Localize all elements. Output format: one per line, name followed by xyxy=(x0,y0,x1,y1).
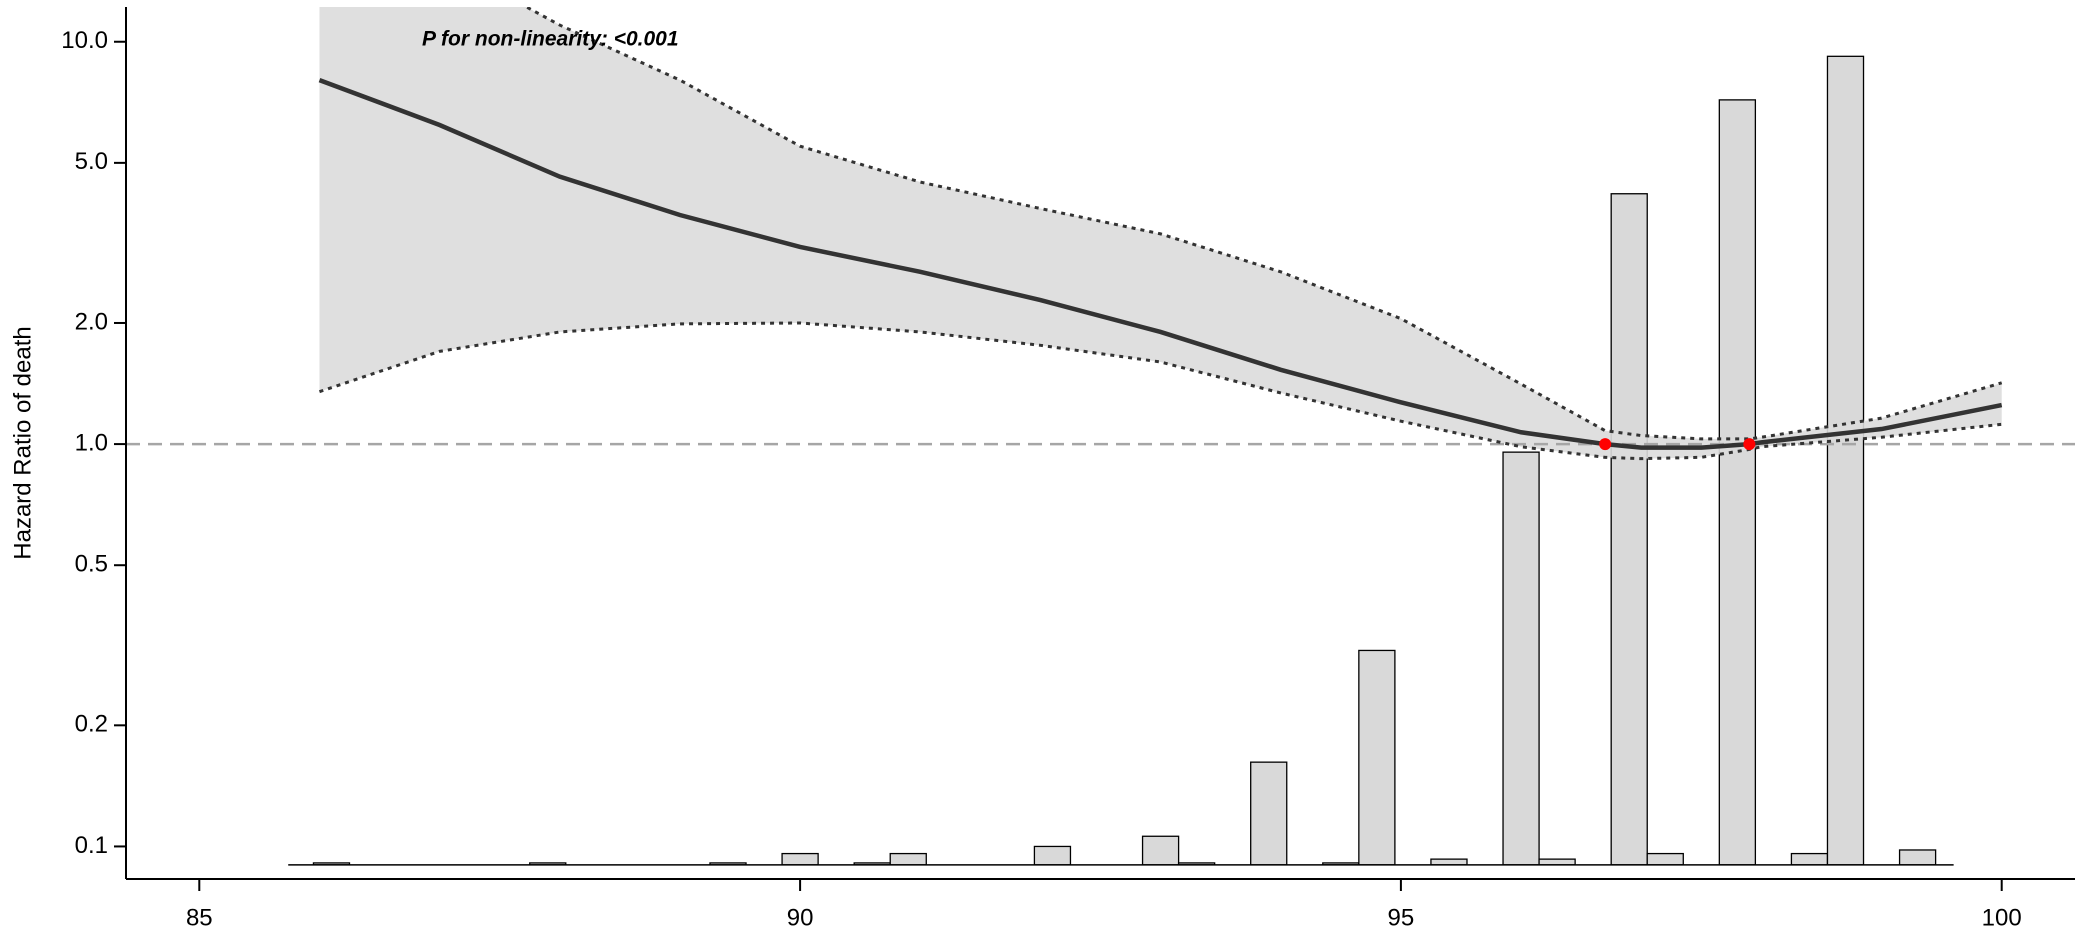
histogram-bar xyxy=(1790,852,1829,866)
histogram-bar xyxy=(1826,55,1865,866)
y-tick-label: 0.5 xyxy=(75,551,108,578)
histogram-bar xyxy=(1033,845,1072,866)
histogram-bar xyxy=(1646,852,1684,866)
reference-point xyxy=(1599,438,1612,451)
histogram-bar xyxy=(1358,649,1396,866)
histogram-bar xyxy=(1610,193,1648,866)
histogram-bar xyxy=(1430,858,1468,866)
y-tick-label: 0.2 xyxy=(75,711,108,738)
histogram-bar xyxy=(781,852,819,866)
x-tick-label: 100 xyxy=(1982,904,2022,931)
y-tick-label: 10.0 xyxy=(61,27,108,54)
y-tick-label: 0.1 xyxy=(75,832,108,859)
x-tick-label: 95 xyxy=(1388,904,1415,931)
y-tick-label: 2.0 xyxy=(75,308,108,335)
histogram-bar xyxy=(1718,99,1757,866)
histogram-bar xyxy=(889,852,927,866)
plot-area xyxy=(126,7,2075,866)
histogram-bar xyxy=(1898,849,1937,866)
y-tick-label: 5.0 xyxy=(75,148,108,175)
y-axis-label: Hazard Ratio of death xyxy=(9,326,36,559)
confidence-band xyxy=(319,7,2002,459)
histogram-bar xyxy=(1141,835,1180,866)
x-tick-label: 90 xyxy=(787,904,814,931)
histogram-bar xyxy=(1538,858,1576,866)
annotation: P for non-linearity: <0.001 xyxy=(422,28,679,51)
ci-upper-line xyxy=(523,7,2003,441)
histogram-bar xyxy=(1250,761,1288,866)
reference-point xyxy=(1743,438,1756,451)
ci-lower-line xyxy=(318,321,2002,461)
x-tick-label: 85 xyxy=(186,904,213,931)
histogram-bar xyxy=(1502,451,1540,866)
y-tick-label: 1.0 xyxy=(75,429,108,456)
